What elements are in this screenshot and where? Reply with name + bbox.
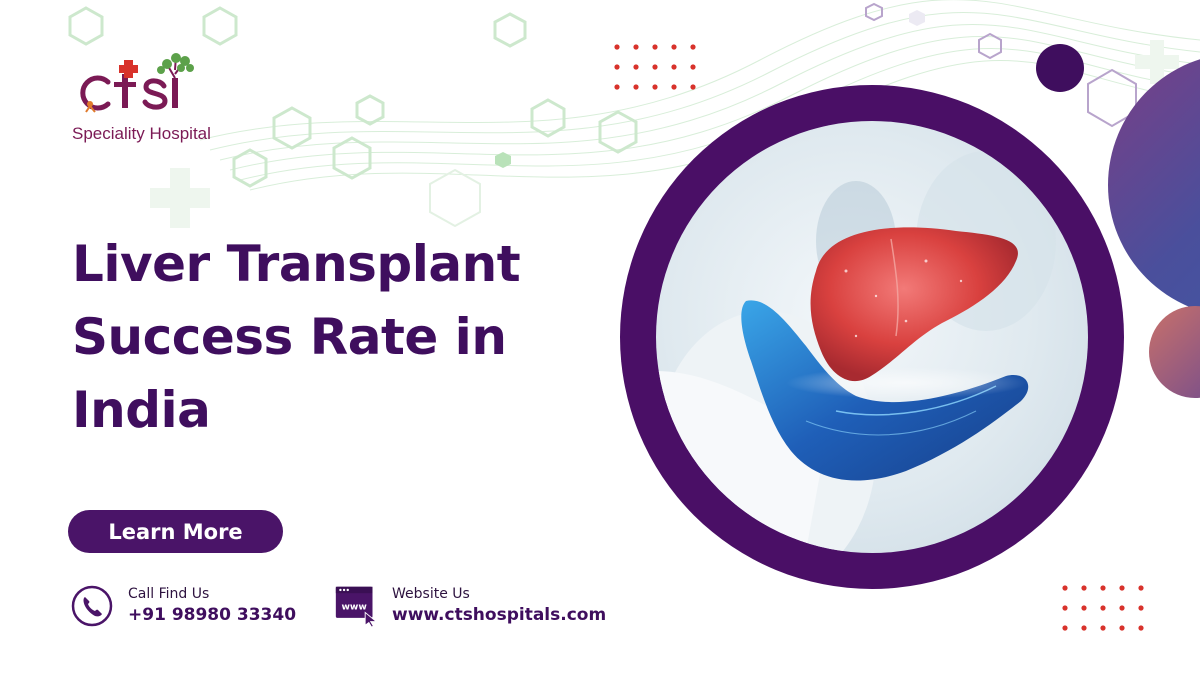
gradient-blob-small: [1149, 306, 1200, 398]
logo-mark: [80, 53, 194, 113]
red-dot-grid-bottom: [1062, 585, 1144, 631]
learn-more-button[interactable]: Learn More: [68, 510, 283, 553]
red-dot-grid-top: [614, 44, 696, 90]
gradient-blob: [1108, 59, 1200, 311]
hexagon-filled: [909, 10, 925, 26]
website-texts: Website Us www.ctshospitals.com: [392, 585, 606, 627]
title-line-2: Success Rate in: [72, 308, 507, 366]
title-line-1: Liver Transplant: [72, 235, 521, 293]
purple-dot: [1036, 44, 1084, 92]
phone-icon: [70, 584, 114, 628]
title-line-3: India: [72, 381, 211, 439]
cross-shapes: [150, 40, 1179, 228]
website-url[interactable]: www.ctshospitals.com: [392, 605, 607, 625]
call-contact[interactable]: Call Find Us +91 98980 33340: [70, 584, 296, 628]
website-label: Website Us: [392, 586, 470, 602]
page-title: Liver Transplant Success Rate in India: [72, 228, 612, 447]
hospital-name: Speciality Hospital: [72, 124, 211, 143]
hexagon-filled: [495, 152, 511, 168]
hospital-logo: Speciality Hospital: [68, 52, 238, 152]
website-contact[interactable]: www Website Us www.ctshospitals.com: [334, 584, 606, 628]
hexagon-purple: [865, 2, 1137, 128]
liver-hand-photo: [656, 121, 1088, 553]
hexagon-pattern: [68, 6, 638, 228]
liver-illustration: [656, 151, 1056, 553]
phone-number[interactable]: +91 98980 33340: [128, 605, 297, 625]
call-texts: Call Find Us +91 98980 33340: [128, 585, 296, 627]
photo-frame: [620, 85, 1124, 589]
www-browser-icon: www: [334, 584, 378, 628]
www-icon-text: www: [341, 602, 367, 613]
call-label: Call Find Us: [128, 586, 210, 602]
